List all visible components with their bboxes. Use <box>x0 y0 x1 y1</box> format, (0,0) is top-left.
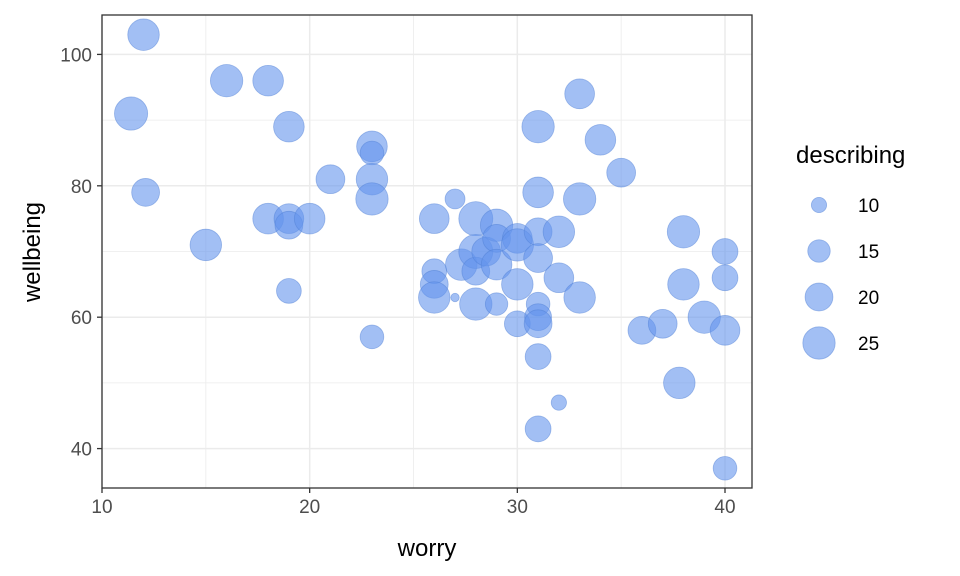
data-point <box>564 282 596 314</box>
data-point <box>713 456 737 480</box>
data-point <box>451 293 459 301</box>
data-point <box>525 344 551 370</box>
legend-entry-label: 10 <box>858 196 879 217</box>
y-axis-title: wellbeing <box>19 202 46 303</box>
data-point <box>294 203 325 234</box>
data-point <box>667 216 699 248</box>
legend-entry-label: 25 <box>858 334 879 355</box>
legend-title: describing <box>796 142 905 169</box>
legend-key-circle <box>803 327 835 359</box>
data-point <box>668 269 700 301</box>
legend-key-circle <box>805 283 833 311</box>
data-point <box>710 315 740 345</box>
data-point <box>485 293 507 315</box>
x-axis-title: worry <box>397 535 457 562</box>
data-point <box>585 124 616 155</box>
data-point <box>114 97 147 130</box>
data-point <box>563 183 595 215</box>
data-point <box>419 282 451 314</box>
data-point <box>712 265 738 291</box>
data-point <box>543 216 575 248</box>
data-point <box>190 229 222 261</box>
data-point <box>356 183 388 215</box>
data-point <box>360 325 384 349</box>
y-tick-label: 60 <box>71 308 92 329</box>
data-point <box>523 177 554 208</box>
data-point <box>360 141 384 165</box>
y-tick-label: 40 <box>71 440 92 461</box>
x-tick-label: 30 <box>507 497 528 518</box>
legend-key-circle <box>808 240 830 262</box>
data-point <box>525 416 551 442</box>
data-point <box>522 110 554 142</box>
data-point <box>664 367 696 399</box>
data-point <box>524 310 552 338</box>
data-point <box>210 65 242 97</box>
data-point <box>274 111 305 142</box>
data-point <box>132 178 160 206</box>
data-point <box>277 279 302 304</box>
data-point <box>551 395 566 410</box>
data-point <box>253 65 284 96</box>
legend-entry-label: 20 <box>858 288 879 309</box>
y-tick-label: 100 <box>60 45 92 66</box>
data-point <box>419 204 449 234</box>
y-tick-label: 80 <box>71 177 92 198</box>
x-tick-label: 10 <box>91 497 112 518</box>
data-point <box>565 79 595 109</box>
data-point <box>648 309 677 338</box>
legend-entry-label: 15 <box>858 242 879 263</box>
data-point <box>712 239 738 265</box>
data-point <box>502 269 534 301</box>
legend-key-circle <box>811 197 826 212</box>
data-point <box>316 165 345 194</box>
x-tick-label: 20 <box>299 497 320 518</box>
data-point <box>128 19 160 51</box>
x-tick-label: 40 <box>714 497 735 518</box>
data-point <box>607 158 636 187</box>
data-point <box>445 189 465 209</box>
